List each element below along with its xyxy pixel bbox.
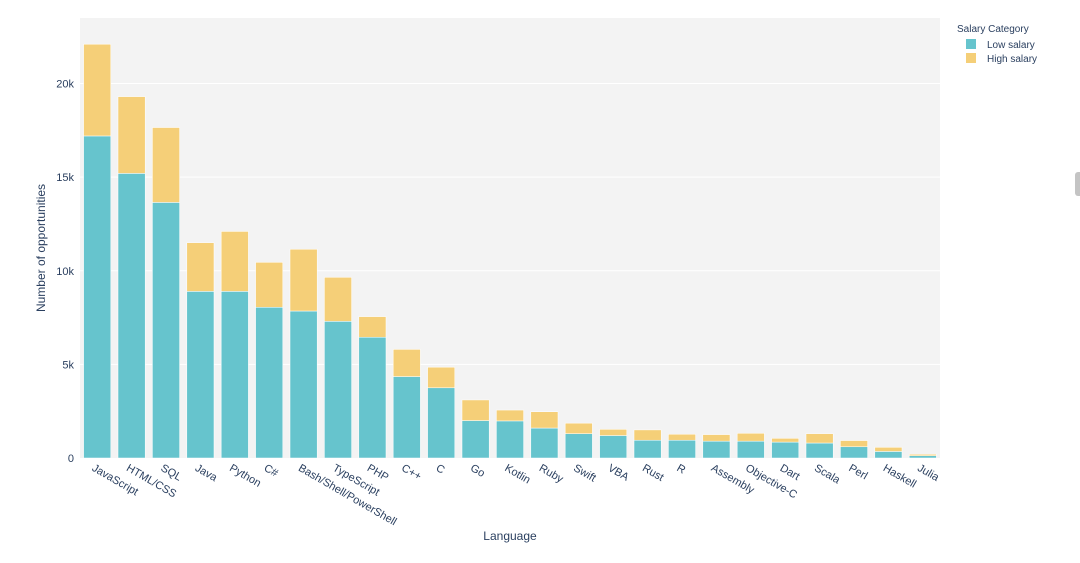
- y-tick-label: 10k: [56, 266, 74, 278]
- bar-low-salary[interactable]: [805, 442, 834, 459]
- legend-items[interactable]: Low salary High salary: [966, 39, 1037, 65]
- bar-high-salary[interactable]: [633, 429, 662, 441]
- bar-high-salary[interactable]: [461, 399, 490, 421]
- bar-high-salary[interactable]: [840, 440, 868, 448]
- bar-high-salary[interactable]: [152, 127, 180, 203]
- bar-low-salary[interactable]: [530, 427, 559, 459]
- y-tick-label: 5k: [62, 359, 74, 371]
- bar-low-salary[interactable]: [668, 439, 696, 459]
- legend-swatch: [966, 53, 976, 63]
- bar-low-salary[interactable]: [152, 202, 180, 459]
- bar-high-salary[interactable]: [564, 422, 593, 434]
- bar-low-salary[interactable]: [117, 173, 146, 459]
- bar-high-salary[interactable]: [668, 433, 696, 441]
- x-tick-label: Kotlin: [503, 462, 533, 486]
- legend-title: Salary Category: [957, 24, 1029, 35]
- bar-low-salary[interactable]: [599, 435, 628, 459]
- bar-high-salary[interactable]: [324, 277, 352, 322]
- bar-high-salary[interactable]: [736, 433, 765, 442]
- bar-low-salary[interactable]: [496, 420, 524, 459]
- legend-label: High salary: [987, 54, 1037, 65]
- legend[interactable]: Salary Category Low salary High salary: [957, 24, 1037, 65]
- x-tick-label: Go: [468, 462, 487, 480]
- bar-low-salary[interactable]: [427, 387, 456, 459]
- bar-low-salary[interactable]: [874, 451, 903, 459]
- bar-high-salary[interactable]: [427, 366, 456, 389]
- bar-low-salary[interactable]: [392, 376, 421, 459]
- bar-low-salary[interactable]: [324, 321, 352, 459]
- bar-high-salary[interactable]: [220, 231, 249, 292]
- bar-low-salary[interactable]: [564, 433, 593, 459]
- x-tick-label: C: [434, 462, 447, 476]
- legend-label: Low salary: [987, 40, 1035, 51]
- bar-high-salary[interactable]: [289, 248, 318, 312]
- bar-low-salary[interactable]: [358, 336, 387, 459]
- x-axis-title: Language: [483, 529, 537, 543]
- x-tick-label: Java: [193, 462, 220, 484]
- bar-high-salary[interactable]: [805, 433, 834, 444]
- y-axis-ticks: 0 5k 10k 15k 20k: [56, 79, 74, 465]
- legend-swatch: [966, 39, 976, 49]
- x-tick-label: VBA: [606, 462, 632, 484]
- bars: [83, 43, 937, 459]
- bar-high-salary[interactable]: [83, 43, 112, 137]
- bar-low-salary[interactable]: [255, 307, 284, 459]
- bar-low-salary[interactable]: [289, 310, 318, 459]
- bar-low-salary[interactable]: [908, 455, 937, 459]
- x-tick-label: C#: [262, 462, 281, 480]
- y-tick-label: 20k: [56, 79, 74, 91]
- bar-high-salary[interactable]: [874, 447, 903, 452]
- bar-high-salary[interactable]: [908, 454, 937, 457]
- bar-low-salary[interactable]: [840, 446, 868, 459]
- x-tick-label: Python: [227, 462, 263, 490]
- bar-low-salary[interactable]: [220, 291, 249, 459]
- legend-item-low-salary[interactable]: Low salary: [966, 39, 1035, 51]
- bar-low-salary[interactable]: [771, 441, 800, 459]
- bar-high-salary[interactable]: [255, 262, 284, 308]
- x-tick-label: R: [675, 462, 688, 476]
- x-tick-label: Perl: [847, 462, 870, 482]
- x-tick-label: Rust: [640, 462, 666, 484]
- bar-high-salary[interactable]: [186, 242, 215, 292]
- scrollbar-thumb[interactable]: [1075, 172, 1080, 196]
- x-tick-label: Ruby: [537, 462, 566, 485]
- legend-item-high-salary[interactable]: High salary: [966, 53, 1037, 65]
- bar-high-salary[interactable]: [358, 316, 387, 338]
- y-axis-title: Number of opportunities: [34, 184, 48, 312]
- bar-high-salary[interactable]: [496, 409, 524, 422]
- x-tick-label: C++: [399, 462, 423, 483]
- bar-high-salary[interactable]: [702, 434, 731, 442]
- bar-high-salary[interactable]: [771, 438, 800, 443]
- x-tick-label: Haskell: [881, 462, 918, 490]
- bar-low-salary[interactable]: [186, 291, 215, 459]
- y-tick-label: 15k: [56, 172, 74, 184]
- bar-low-salary[interactable]: [736, 440, 765, 459]
- bar-low-salary[interactable]: [633, 439, 662, 459]
- bar-high-salary[interactable]: [117, 96, 146, 174]
- x-tick-label: Julia: [915, 462, 941, 484]
- bar-high-salary[interactable]: [392, 349, 421, 377]
- bar-low-salary[interactable]: [461, 420, 490, 459]
- x-tick-label: Scala: [812, 462, 843, 487]
- x-tick-label: Swift: [571, 462, 598, 484]
- y-tick-label: 0: [68, 453, 74, 465]
- bar-high-salary[interactable]: [530, 411, 559, 429]
- bar-high-salary[interactable]: [599, 429, 628, 436]
- bar-low-salary[interactable]: [702, 440, 731, 459]
- bar-low-salary[interactable]: [83, 135, 112, 459]
